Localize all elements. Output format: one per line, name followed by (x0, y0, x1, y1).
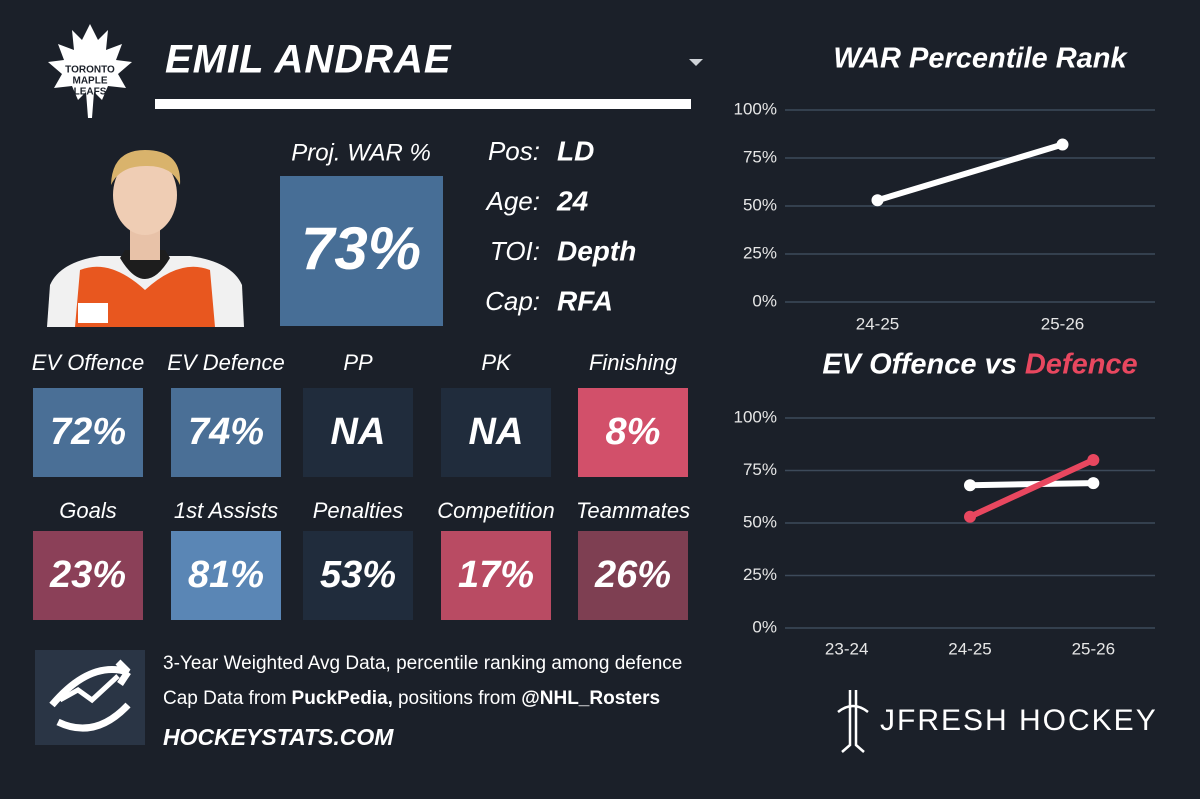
proj-war-tile (280, 176, 443, 326)
point (1087, 454, 1100, 466)
x-tick-label: 25-26 (1072, 639, 1115, 658)
player-name: EMIL ANDRAE (165, 38, 452, 82)
tile (303, 388, 413, 477)
chart-title: EV Offence vs (822, 349, 1017, 381)
logo-text: MAPLE (73, 76, 108, 87)
tile (171, 531, 281, 620)
brand-name: JFRESH HOCKEY (880, 704, 1158, 737)
dropdown-arrow[interactable] (689, 59, 703, 66)
tile-value: NA (331, 411, 386, 453)
point (871, 194, 884, 207)
point (964, 479, 976, 492)
series-line (967, 457, 1097, 520)
bio-value: Depth (557, 235, 636, 266)
tile-value: 74% (188, 411, 264, 453)
y-tick-label: 25% (743, 243, 777, 262)
brand-icon (837, 690, 869, 753)
footer-line-part: Cap Data from (163, 688, 287, 709)
y-tick-label: 75% (743, 147, 777, 166)
tile-label: EV Offence (32, 350, 145, 375)
footer-line-part: @NHL_Rosters (521, 688, 660, 709)
y-tick-label: 100% (734, 407, 777, 426)
y-tick-label: 50% (743, 195, 777, 214)
x-tick-label: 23-24 (825, 639, 868, 658)
tile-label: 1st Assists (174, 498, 278, 523)
bio-value: LD (557, 135, 594, 166)
chart-title: WAR Percentile Rank (833, 43, 1128, 75)
tile (171, 388, 281, 477)
point (964, 510, 976, 523)
tile (33, 388, 143, 477)
tile-label: EV Defence (167, 350, 284, 375)
proj-war-label: Proj. WAR % (291, 139, 431, 166)
tile-label: Finishing (589, 350, 678, 375)
tile-label: PP (343, 350, 373, 375)
y-tick-label: 75% (743, 460, 777, 479)
tile-value: 17% (458, 554, 534, 596)
tile (33, 531, 143, 620)
proj-war-value: 73% (301, 215, 421, 282)
tile-label: Competition (437, 498, 554, 523)
y-tick-label: 100% (734, 99, 777, 118)
tile-label: Penalties (313, 498, 404, 523)
tile-label: PK (481, 350, 512, 375)
footer-line-part: PuckPedia, (292, 688, 393, 709)
site-icon (35, 650, 145, 745)
bio-label: Pos: (488, 136, 540, 166)
x-tick-label: 24-25 (856, 314, 899, 333)
tile (578, 388, 688, 477)
logo-text: TORONTO (65, 65, 115, 76)
tile-value: 72% (50, 411, 126, 453)
tile-label: Teammates (576, 498, 690, 523)
series-line (967, 480, 1097, 489)
series-line (874, 141, 1066, 204)
tile (441, 531, 551, 620)
point (1056, 138, 1069, 151)
y-tick-label: 50% (743, 512, 777, 531)
tile (303, 531, 413, 620)
chart-title-highlight: Defence (1025, 349, 1138, 381)
footer-site: HOCKEYSTATS.COM (163, 724, 394, 750)
x-tick-label: 25-26 (1041, 314, 1084, 333)
x-tick-label: 24-25 (948, 639, 991, 658)
logo-text: LEAFS (74, 87, 107, 98)
y-tick-label: 0% (752, 291, 777, 310)
bio-value: 24 (556, 185, 589, 216)
tile-value: 81% (188, 554, 264, 596)
y-tick-label: 25% (743, 565, 777, 584)
bio-value: RFA (557, 285, 613, 316)
tile (578, 531, 688, 620)
team-logo (48, 24, 132, 118)
name-underline (155, 99, 691, 109)
point (1087, 477, 1100, 490)
tile-value: NA (469, 411, 524, 453)
maple-leaf (48, 24, 132, 118)
bio-label: Age: (485, 186, 541, 216)
bio-label: TOI: (490, 236, 540, 266)
footer-line: 3-Year Weighted Avg Data, percentile ran… (163, 653, 682, 674)
tile-label: Goals (59, 498, 116, 523)
tile-value: 8% (606, 411, 661, 453)
tile-value: 23% (49, 554, 126, 596)
tile (441, 388, 551, 477)
bio-label: Cap: (485, 286, 540, 316)
tile-value: 53% (320, 554, 396, 596)
footer-line-part: positions from (398, 688, 516, 709)
tile-value: 26% (594, 554, 671, 596)
y-tick-label: 0% (752, 617, 777, 636)
player-photo (47, 150, 244, 327)
